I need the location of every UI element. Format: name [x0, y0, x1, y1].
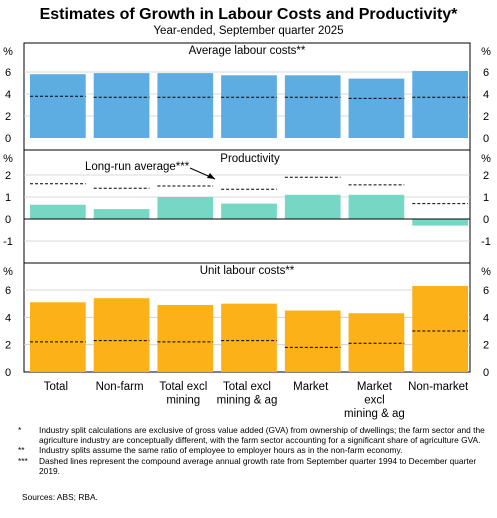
y-tick-label-right: -1	[481, 236, 491, 248]
bar	[348, 313, 405, 372]
footnote: *** Dashed lines represent the compound a…	[18, 455, 492, 476]
footnotes: * Industry split calculations are exclusi…	[18, 425, 492, 476]
footnote-text: Industry splits assume the same ratio of…	[39, 445, 403, 456]
y-tick-label-left: 6	[5, 67, 11, 79]
bar	[412, 219, 468, 226]
unit-label-left: %	[3, 153, 13, 165]
bar	[284, 310, 341, 372]
x-tick-label: Market excl mining & ag	[344, 381, 405, 420]
bar	[221, 303, 277, 372]
footnote: ** Industry splits assume the same ratio …	[18, 445, 492, 456]
bar	[157, 73, 214, 138]
chart-title: Estimates of Growth in Labour Costs and …	[39, 6, 458, 23]
bar	[284, 194, 341, 219]
bar	[30, 302, 86, 372]
y-tick-label-right: 0	[483, 133, 489, 145]
bar	[30, 204, 86, 219]
x-tick-label: Market	[293, 381, 329, 393]
footnote-text: Industry split calculations are exclusiv…	[39, 425, 485, 446]
bar	[412, 70, 468, 138]
panel-title: Unit labour costs**	[200, 265, 295, 277]
unit-label-right: %	[481, 266, 491, 278]
y-tick-label-right: 0	[483, 214, 489, 226]
y-tick-label-left: 4	[5, 89, 11, 101]
bar	[157, 305, 214, 372]
bar	[30, 74, 86, 138]
y-tick-label-left: 1	[5, 192, 11, 204]
annotation-label: Long-run average***	[85, 161, 190, 173]
bar	[348, 78, 405, 138]
y-tick-label-right: 0	[483, 367, 489, 379]
unit-label-left: %	[3, 266, 13, 278]
y-tick-label-left: 4	[5, 312, 11, 324]
bar	[284, 75, 341, 138]
chart-area: 2 2 4 4 6 6 0 0% % Average labour costs** -1 -1 0 0 1 1…	[3, 42, 491, 420]
y-tick-label-left: 6	[5, 285, 11, 297]
bar	[93, 73, 150, 138]
bar	[93, 298, 150, 372]
footnote-marker: **	[18, 445, 25, 456]
panel-title: Productivity	[220, 153, 280, 165]
x-tick-label: Total	[44, 381, 68, 393]
footnote-marker: ***	[18, 455, 28, 466]
y-tick-label-left: 2	[5, 111, 11, 123]
unit-label-left: %	[3, 46, 13, 58]
chart-subtitle: Year-ended, September quarter 2025	[153, 25, 344, 37]
unit-label-right: %	[481, 153, 491, 165]
y-tick-label-left: 0	[5, 367, 11, 379]
bar	[93, 209, 150, 219]
x-tick-label: Total excl mining & ag	[217, 381, 278, 407]
panel-title: Average labour costs**	[189, 45, 306, 57]
bar	[221, 203, 277, 219]
y-tick-label-right: 1	[483, 192, 489, 204]
y-tick-label-right: 4	[483, 89, 489, 101]
y-tick-label-right: 2	[483, 111, 489, 123]
y-tick-label-left: 0	[5, 133, 11, 145]
bar	[348, 194, 405, 219]
footnote-marker: *	[18, 425, 22, 435]
bar	[221, 75, 277, 138]
unit-label-right: %	[481, 46, 491, 58]
sources-note: Sources: ABS; RBA.	[22, 492, 98, 502]
y-tick-label-left: 0	[5, 214, 11, 226]
annotation-arrowhead	[207, 173, 215, 179]
y-tick-label-right: 2	[483, 340, 489, 352]
y-tick-label-right: 4	[483, 312, 489, 324]
y-tick-label-left: -1	[3, 236, 13, 248]
footnote-text: Dashed lines represent the compound aver…	[39, 455, 477, 476]
x-tick-label: Non-farm	[96, 381, 144, 393]
y-tick-label-right: 6	[483, 285, 489, 297]
y-tick-label-right: 2	[483, 170, 489, 182]
bar	[412, 285, 468, 372]
x-tick-label: Non-market	[408, 381, 469, 393]
x-tick-label: Total excl mining	[159, 381, 207, 407]
bar	[157, 197, 214, 219]
y-tick-label-left: 2	[5, 170, 11, 182]
y-tick-label-right: 6	[483, 67, 489, 79]
footnote: * Industry split calculations are exclusi…	[18, 425, 492, 446]
y-tick-label-left: 2	[5, 340, 11, 352]
